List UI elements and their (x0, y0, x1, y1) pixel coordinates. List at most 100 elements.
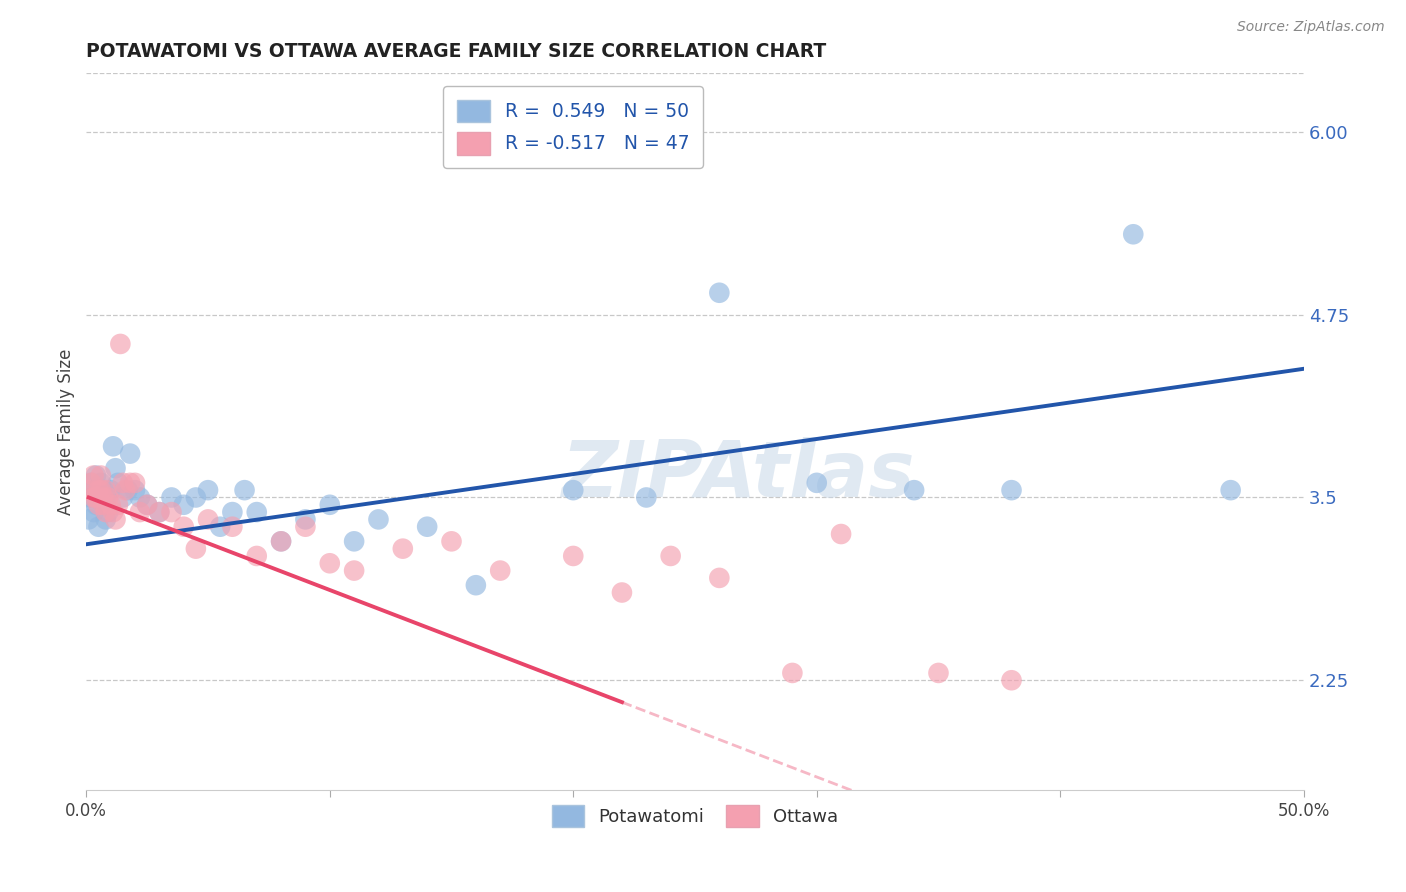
Point (84, 491, 107, 505)
Point (110, 337, 132, 351)
Point (90, 468, 112, 483)
Text: Source: ZipAtlas.com: Source: ZipAtlas.com (1237, 20, 1385, 34)
Text: ZIPAtlas: ZIPAtlas (561, 437, 914, 513)
Point (104, 461, 127, 475)
Point (830, 527, 852, 541)
Point (221, 505, 243, 519)
Point (83, 483, 105, 498)
Point (1000, 673, 1022, 688)
Point (107, 475, 129, 490)
Point (84, 468, 107, 483)
Point (197, 512, 219, 526)
Point (111, 475, 134, 490)
Point (83, 505, 105, 519)
Point (319, 556, 342, 570)
Point (91, 498, 114, 512)
Point (709, 571, 731, 585)
Point (1219, 483, 1241, 498)
Point (87, 519, 110, 533)
Point (117, 483, 139, 498)
Point (120, 447, 142, 461)
Point (90, 491, 112, 505)
Point (100, 483, 122, 498)
Point (343, 564, 366, 578)
Point (107, 498, 129, 512)
Point (94, 483, 117, 498)
Point (77, 483, 100, 498)
Point (294, 519, 316, 533)
Point (87, 483, 110, 498)
Point (83, 491, 105, 505)
Point (80, 475, 103, 490)
Y-axis label: Average Family Size: Average Family Size (58, 349, 75, 515)
Point (148, 505, 170, 519)
Point (246, 505, 269, 519)
Point (94, 491, 117, 505)
Point (124, 475, 146, 490)
Text: POTAWATOMI VS OTTAWA AVERAGE FAMILY SIZE CORRELATION CHART: POTAWATOMI VS OTTAWA AVERAGE FAMILY SIZE… (86, 42, 827, 61)
Point (80, 491, 103, 505)
Point (120, 475, 142, 490)
Point (806, 475, 828, 490)
Point (270, 534, 292, 549)
Point (97, 491, 120, 505)
Point (464, 578, 486, 592)
Point (1000, 483, 1022, 498)
Point (562, 483, 585, 498)
Point (87, 498, 110, 512)
Point (1122, 227, 1144, 242)
Point (319, 498, 342, 512)
Point (91, 483, 114, 498)
Point (83, 468, 105, 483)
Point (709, 285, 731, 300)
Point (160, 505, 183, 519)
Point (367, 512, 389, 526)
Point (101, 439, 124, 453)
Point (221, 519, 243, 533)
Point (100, 498, 122, 512)
Point (136, 498, 159, 512)
Point (173, 498, 195, 512)
Point (80, 475, 103, 490)
Point (136, 498, 159, 512)
Point (91, 491, 114, 505)
Point (903, 483, 925, 498)
Point (111, 491, 134, 505)
Point (94, 505, 117, 519)
Point (87, 483, 110, 498)
Point (160, 491, 183, 505)
Point (97, 505, 120, 519)
Point (416, 519, 439, 533)
Point (636, 491, 658, 505)
Point (246, 549, 269, 563)
Point (90, 483, 112, 498)
Point (392, 541, 415, 556)
Point (173, 519, 195, 533)
Point (84, 498, 107, 512)
Point (270, 534, 292, 549)
Point (104, 512, 127, 526)
Point (128, 505, 150, 519)
Point (184, 491, 207, 505)
Point (184, 541, 207, 556)
Point (148, 505, 170, 519)
Point (562, 549, 585, 563)
Point (782, 665, 804, 680)
Point (91, 498, 114, 512)
Point (124, 483, 146, 498)
Point (489, 564, 512, 578)
Point (101, 505, 124, 519)
Point (94, 512, 117, 526)
Point (128, 491, 150, 505)
Point (114, 483, 136, 498)
Point (77, 512, 100, 526)
Point (294, 512, 316, 526)
Point (927, 665, 949, 680)
Point (197, 483, 219, 498)
Point (90, 475, 112, 490)
Point (343, 534, 366, 549)
Legend: Potawatomi, Ottawa: Potawatomi, Ottawa (544, 798, 845, 835)
Point (610, 585, 633, 599)
Point (440, 534, 463, 549)
Point (233, 483, 256, 498)
